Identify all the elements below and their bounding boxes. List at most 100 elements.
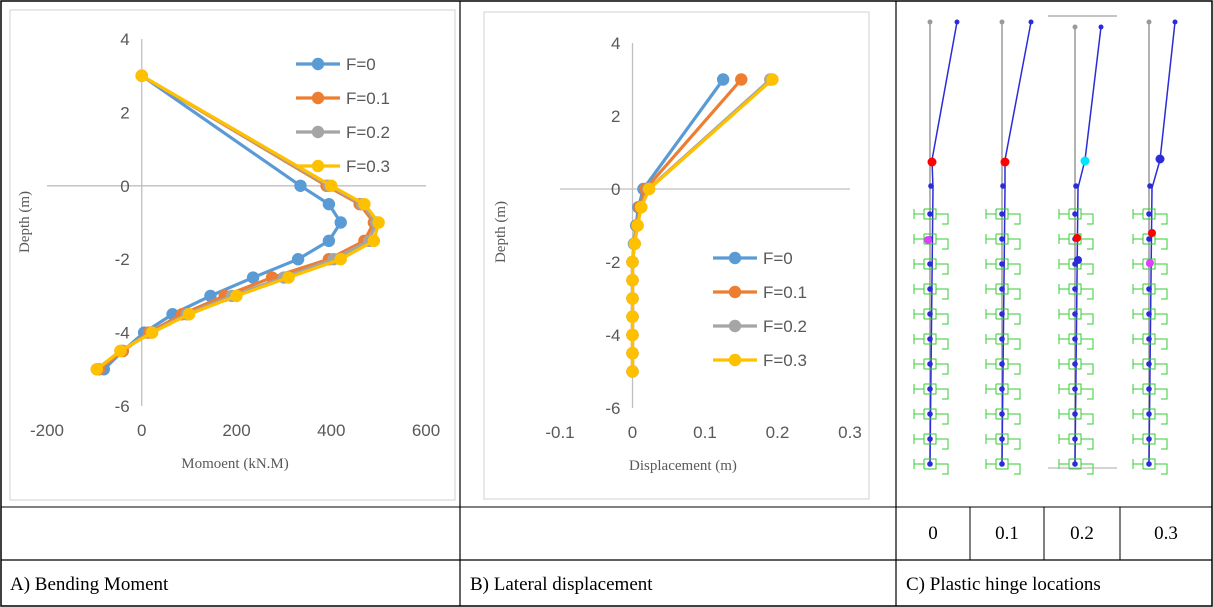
y-tick-label: 4 — [120, 30, 129, 49]
caption-b: B) Lateral displacement — [470, 574, 653, 595]
y-tick-label: -2 — [605, 253, 620, 272]
data-point — [766, 73, 779, 86]
y-tick-label: -6 — [115, 397, 130, 416]
soil-spring-icon — [1132, 208, 1168, 225]
reference-node — [1072, 24, 1078, 30]
soil-spring-icon — [1058, 383, 1094, 400]
y-tick-label: 0 — [120, 177, 129, 196]
data-point — [626, 365, 639, 378]
reference-node — [927, 19, 933, 25]
data-point — [322, 197, 336, 211]
plastic-hinge-panel — [913, 15, 1178, 475]
data-point — [358, 197, 371, 211]
legend-marker-0 — [728, 251, 742, 265]
hinge-column-1 — [985, 19, 1034, 475]
data-point — [626, 255, 639, 269]
legend-entry-1: F=0.1 — [763, 283, 807, 302]
pile-node — [927, 436, 933, 442]
deformed-pile-line — [1148, 21, 1176, 464]
pile-node — [928, 183, 934, 189]
soil-spring-icon — [913, 308, 949, 325]
soil-spring-icon — [1058, 358, 1094, 375]
y-tick-label: 2 — [611, 107, 620, 126]
pile-node — [1147, 183, 1153, 189]
pile-node — [999, 386, 1005, 392]
pile-node — [999, 261, 1005, 267]
pile-node — [1072, 286, 1078, 292]
plastic-hinge-marker — [927, 157, 937, 167]
soil-spring-icon — [1058, 233, 1094, 250]
hinge-label-3: 0.3 — [1154, 523, 1178, 544]
pile-node — [927, 286, 933, 292]
pile-node — [1072, 336, 1078, 342]
soil-spring-icon — [1132, 233, 1168, 250]
data-point — [628, 237, 641, 250]
pile-node — [1146, 336, 1152, 342]
data-point — [626, 328, 639, 342]
data-point — [145, 326, 159, 339]
legend-marker-1 — [728, 285, 742, 299]
reference-node — [1146, 19, 1152, 25]
pile-node — [927, 261, 933, 267]
pile-node — [1146, 386, 1152, 392]
data-point — [631, 219, 644, 232]
soil-spring-icon — [1132, 458, 1168, 475]
data-point — [716, 73, 730, 86]
legend-entry-1: F=0.1 — [346, 89, 390, 108]
deformed-pile-line — [1074, 26, 1102, 464]
data-point — [282, 271, 295, 284]
pile-node — [1146, 211, 1152, 217]
data-point — [735, 73, 748, 86]
pile-node — [1072, 436, 1078, 442]
legend-marker-2 — [311, 125, 325, 139]
y-tick-label: 4 — [611, 34, 620, 53]
soil-spring-icon — [1132, 258, 1168, 275]
soil-spring-icon — [1058, 208, 1094, 225]
pile-head-node — [1172, 19, 1178, 25]
soil-spring-icon — [1132, 283, 1168, 300]
y-tick-label: -6 — [605, 399, 620, 418]
soil-spring-icon — [913, 433, 949, 450]
y-axis-title: Depth (m) — [17, 191, 33, 253]
soil-spring-icon — [913, 458, 949, 475]
soil-spring-icon — [985, 333, 1021, 350]
soil-spring-icon — [913, 358, 949, 375]
data-point — [246, 271, 260, 284]
x-tick-label: 0 — [628, 423, 637, 442]
data-point — [626, 347, 639, 360]
soil-spring-icon — [985, 308, 1021, 325]
legend-entry-2: F=0.2 — [346, 123, 390, 142]
pile-node — [927, 211, 933, 217]
soil-spring-icon — [913, 233, 949, 250]
pile-node — [999, 411, 1005, 417]
pile-node — [1146, 361, 1152, 367]
plastic-hinge-marker — [1074, 256, 1082, 264]
pile-node — [927, 311, 933, 317]
plastic-hinge-marker — [1148, 229, 1156, 237]
soil-spring-icon — [1058, 308, 1094, 325]
pile-node — [927, 411, 933, 417]
pile-node — [1072, 311, 1078, 317]
x-tick-label: 0.3 — [838, 423, 862, 442]
data-point — [626, 310, 639, 323]
pile-node — [927, 386, 933, 392]
deformed-pile-line — [1001, 21, 1032, 464]
y-axis-title: Depth (m) — [493, 201, 509, 263]
x-axis-title: Displacement (m) — [629, 458, 737, 474]
soil-spring-icon — [1132, 333, 1168, 350]
data-point — [626, 274, 639, 287]
pile-node — [1072, 211, 1078, 217]
soil-spring-icon — [1132, 408, 1168, 425]
hinge-label-1: 0.1 — [995, 523, 1019, 544]
plastic-hinge-marker — [1155, 154, 1165, 164]
soil-spring-icon — [1132, 383, 1168, 400]
soil-spring-icon — [985, 358, 1021, 375]
plastic-hinge-marker — [1000, 157, 1010, 167]
soil-spring-icon — [985, 433, 1021, 450]
hinge-column-3 — [1132, 19, 1178, 475]
hinge-label-2: 0.2 — [1070, 523, 1094, 544]
pile-node — [999, 211, 1005, 217]
pile-node — [999, 311, 1005, 317]
hinge-column-2 — [1058, 24, 1104, 475]
